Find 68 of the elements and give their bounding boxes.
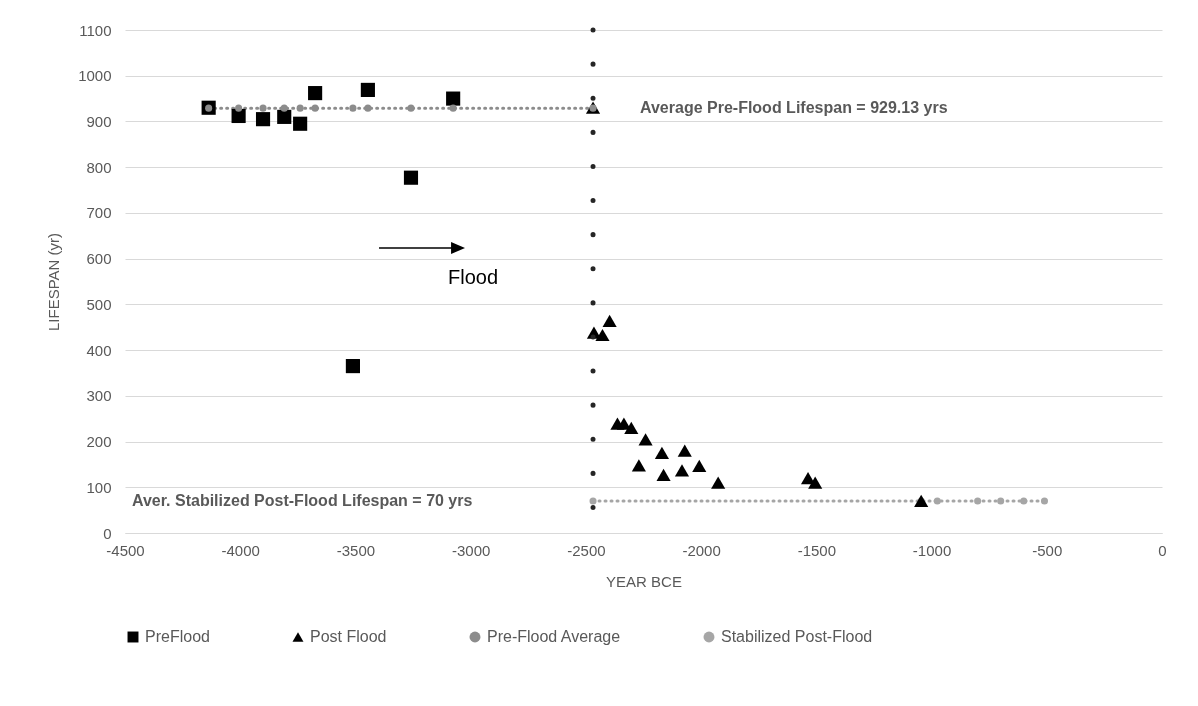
y-tick-label: 100 (86, 478, 112, 496)
x-tick-label: -1500 (797, 541, 837, 559)
y-axis-title: LIFESPAN (yr) (45, 232, 63, 332)
y-tick-label: 0 (103, 524, 112, 542)
point (631, 459, 646, 472)
annotation: Average Pre-Flood Lifespan = 929.13 yrs (640, 99, 948, 116)
point (364, 104, 372, 112)
point (602, 314, 617, 327)
point (231, 108, 246, 124)
point (654, 446, 670, 460)
y-tick-label: 900 (86, 112, 112, 130)
x-tick-label: 0 (1158, 541, 1167, 559)
point (1040, 497, 1049, 505)
point (638, 433, 653, 446)
x-tick-label: -2500 (567, 541, 606, 559)
y-tick-label: 700 (86, 204, 112, 222)
x-tick-label: -2000 (682, 541, 721, 559)
point (674, 464, 690, 477)
point (280, 104, 288, 112)
legend-label: Pre-Flood Average (487, 628, 621, 645)
point (293, 116, 308, 131)
legend-label: Stabilized Post-Flood (721, 628, 873, 645)
point (360, 82, 375, 97)
point (997, 497, 1005, 505)
point (403, 170, 419, 185)
point (589, 497, 597, 505)
point (449, 104, 457, 112)
annotation: Aver. Stabilized Post-Flood Lifespan = 70 yrs (132, 492, 473, 509)
y-tick-label: 400 (86, 341, 112, 359)
x-tick-label: -3500 (336, 541, 376, 559)
x-tick-label: -4000 (221, 541, 260, 559)
x-tick-label: -4500 (106, 541, 145, 559)
point (914, 494, 929, 508)
point (277, 109, 292, 124)
y-tick-label: 1000 (78, 67, 112, 85)
y-tick-label: 200 (86, 433, 112, 451)
point (345, 359, 360, 374)
point (349, 104, 357, 112)
annotation: Flood (448, 266, 499, 288)
y-tick-label: 1100 (79, 21, 112, 39)
point (235, 104, 243, 112)
point (407, 104, 415, 112)
point (308, 86, 323, 101)
point (311, 104, 319, 112)
point (933, 497, 941, 505)
point (677, 444, 692, 457)
point (255, 112, 271, 127)
point (446, 91, 461, 106)
x-tick-label: -1000 (912, 541, 952, 559)
y-tick-label: 600 (86, 250, 112, 268)
point (296, 104, 304, 112)
point (656, 468, 671, 482)
x-tick-label: -500 (1032, 541, 1063, 559)
point (711, 476, 726, 489)
point (624, 421, 639, 434)
y-tick-label: 300 (86, 387, 112, 405)
y-tick-label: 500 (86, 295, 112, 313)
point (808, 476, 823, 489)
point (1020, 497, 1028, 505)
y-tick-label: 800 (86, 158, 112, 176)
point (974, 497, 982, 505)
x-tick-label: -3000 (451, 541, 491, 559)
legend-label: PreFlood (145, 628, 210, 645)
x-axis-title: YEAR BCE (606, 572, 682, 590)
point (692, 459, 707, 472)
point (259, 104, 267, 112)
legend-label: Post Flood (310, 628, 387, 645)
point (595, 328, 610, 342)
